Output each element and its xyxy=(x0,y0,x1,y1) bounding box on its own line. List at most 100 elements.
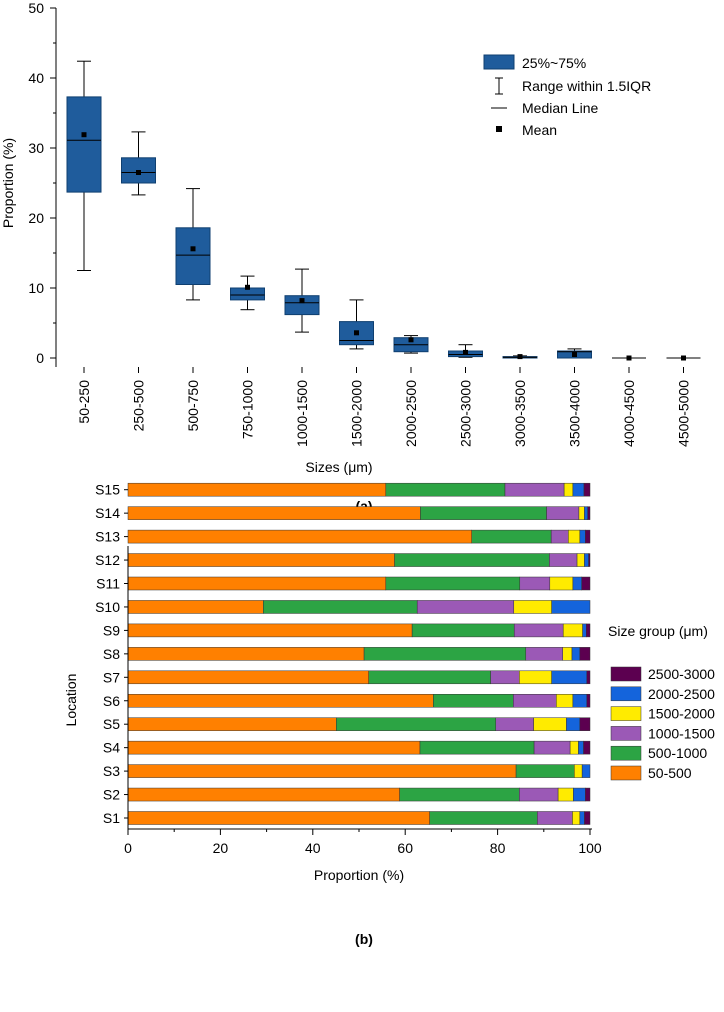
bar-segment-1000-1500 xyxy=(519,787,559,802)
mean-marker xyxy=(408,337,414,343)
location-label: S13 xyxy=(95,529,120,545)
legend-mean-label: Mean xyxy=(522,122,557,138)
box-3000-3500 xyxy=(502,354,538,360)
legend-label-2500-3000: 2500-3000 xyxy=(648,666,715,682)
location-label: S3 xyxy=(103,763,120,779)
legend-swatch-2000-2500 xyxy=(610,686,642,702)
x-tick-label: 1500-2000 xyxy=(349,380,365,447)
x-tick-label: 2500-3000 xyxy=(458,380,474,447)
bar-segment-2000-2500 xyxy=(579,529,586,544)
legend-label-50-500: 50-500 xyxy=(648,765,692,781)
bar-segment-2000-2500 xyxy=(581,764,591,778)
panel-b-stacked-bar: S1 S2 S3 S4 S5 S6 S7 S8 S9 S10 S11 S12 S13 S14 S15 0 20… xyxy=(63,482,715,947)
bar-segment-50-500 xyxy=(127,694,434,708)
bar-segment-500-1000 xyxy=(411,623,515,638)
y-axis-title: Proportion (%) xyxy=(0,138,16,228)
iqr-box xyxy=(121,157,156,184)
bar-segment-50-500 xyxy=(127,740,421,755)
bar-segment-500-1000 xyxy=(394,553,550,567)
bar-segment-2500-3000 xyxy=(583,482,591,497)
bar-segment-50-500 xyxy=(127,576,387,591)
box-250-500 xyxy=(121,131,156,196)
iqr-box xyxy=(66,96,102,193)
mean-marker xyxy=(463,349,468,355)
location-label: S14 xyxy=(95,505,120,521)
y-tick-label: 0 xyxy=(36,350,44,366)
bar-segment-2000-2500 xyxy=(573,787,586,802)
mean-marker xyxy=(572,352,577,357)
bar-segment-1000-1500 xyxy=(490,670,520,685)
bar-row-S3 xyxy=(127,764,591,778)
mean-marker xyxy=(190,246,196,252)
bar-segment-2000-2500 xyxy=(582,623,587,638)
legend-swatch-1500-2000 xyxy=(610,706,642,721)
x-tick-label: 60 xyxy=(397,840,413,856)
bar-segment-1000-1500 xyxy=(416,600,515,614)
x-tick-label: 750-1000 xyxy=(240,380,256,439)
bar-segment-2500-3000 xyxy=(587,506,591,520)
bar-segment-1000-1500 xyxy=(546,506,580,520)
bar-segment-2000-2500 xyxy=(566,717,581,731)
panel-b-caption: (b) xyxy=(355,931,373,947)
bar-segment-500-1000 xyxy=(419,740,535,755)
bar-row-S6 xyxy=(127,694,591,708)
bar-row-S2 xyxy=(127,787,591,802)
legend-label-1000-1500: 1000-1500 xyxy=(648,725,715,741)
bar-segment-1500-2000 xyxy=(519,670,552,685)
bar-segment-50-500 xyxy=(127,647,365,661)
location-label: S7 xyxy=(103,669,120,685)
bar-row-S10 xyxy=(127,600,591,614)
box-750-1000 xyxy=(230,275,265,311)
x-tick-label: 1000-1500 xyxy=(294,380,310,447)
bar-segment-1000-1500 xyxy=(550,529,569,544)
mean-marker xyxy=(245,284,250,290)
box-50-250 xyxy=(66,60,102,271)
x-tick-label: 50-250 xyxy=(76,380,92,424)
stacked-bar-marks xyxy=(127,482,591,825)
box-4000-4500 xyxy=(612,355,646,361)
bar-segment-2000-2500 xyxy=(571,647,581,661)
legend-swatch-1000-1500 xyxy=(610,726,642,741)
bar-segment-500-1000 xyxy=(385,482,506,497)
bar-segment-2000-2500 xyxy=(584,553,589,567)
bar-segment-1000-1500 xyxy=(537,811,573,825)
y-tick-label: 10 xyxy=(28,280,44,296)
location-label: S8 xyxy=(103,646,120,662)
bar-segment-2000-2500 xyxy=(579,811,585,825)
bar-segment-1000-1500 xyxy=(513,623,564,638)
legend-label-2000-2500: 2000-2500 xyxy=(648,686,715,702)
bar-segment-1000-1500 xyxy=(513,694,557,708)
bar-segment-2000-2500 xyxy=(551,600,591,614)
box-2500-3000 xyxy=(448,344,483,358)
y-axis-title: Location xyxy=(63,674,79,727)
bar-segment-1500-2000 xyxy=(576,553,585,567)
box-1000-1500 xyxy=(284,268,320,333)
legend-median-label: Median Line xyxy=(522,100,598,116)
bar-segment-1500-2000 xyxy=(578,506,585,520)
bar-segment-2500-3000 xyxy=(586,623,591,638)
location-label: S11 xyxy=(96,576,120,592)
bar-segment-50-500 xyxy=(127,553,395,567)
y-tick-label: 50 xyxy=(28,0,44,16)
size-group-legend: 2500-3000 2000-2500 1500-2000 1000-1500 500-… xyxy=(610,666,715,781)
legend-box-swatch xyxy=(483,54,515,70)
mean-marker xyxy=(136,170,141,175)
bar-segment-2500-3000 xyxy=(585,529,591,544)
y-axis-category-labels: S1 S2 S3 S4 S5 S6 S7 S8 S9 S10 S11 S12 S13 S14 S15 xyxy=(95,482,128,826)
iqr-box xyxy=(175,227,211,286)
mean-marker xyxy=(681,355,686,361)
mean-marker xyxy=(517,354,523,360)
mean-marker xyxy=(354,330,359,336)
x-tick-label: 0 xyxy=(124,840,132,856)
bar-segment-500-1000 xyxy=(336,717,497,731)
bar-segment-2000-2500 xyxy=(572,694,588,708)
x-tick-label: 2000-2500 xyxy=(403,380,419,447)
iqr-box xyxy=(284,295,320,316)
y-tick-label: 40 xyxy=(28,70,44,86)
bar-segment-2500-3000 xyxy=(581,576,591,591)
x-tick-label: 3000-3500 xyxy=(512,380,528,447)
bar-segment-1500-2000 xyxy=(574,764,583,778)
bar-segment-1000-1500 xyxy=(519,576,551,591)
bar-segment-500-1000 xyxy=(363,647,527,661)
